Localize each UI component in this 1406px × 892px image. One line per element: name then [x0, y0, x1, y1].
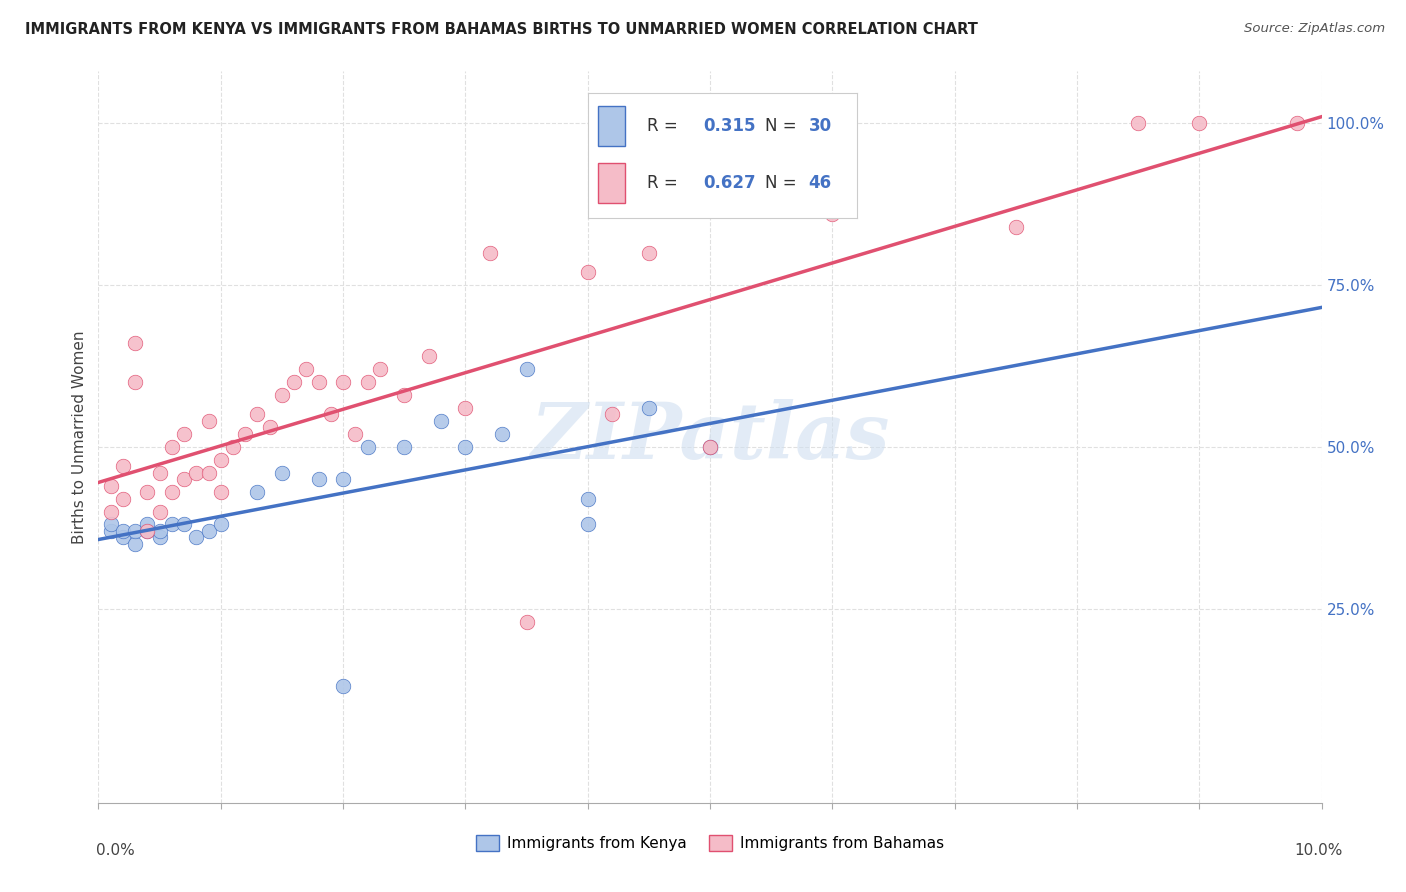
- Point: [160, 517, 183, 532]
- Point: [516, 615, 538, 629]
- Point: [173, 426, 195, 441]
- Point: [149, 530, 172, 544]
- Legend: Immigrants from Kenya, Immigrants from Bahamas: Immigrants from Kenya, Immigrants from B…: [470, 830, 950, 857]
- Point: [1188, 116, 1211, 130]
- Point: [136, 485, 159, 500]
- Point: [821, 207, 844, 221]
- Point: [259, 420, 281, 434]
- Point: [1004, 219, 1026, 234]
- Point: [209, 452, 232, 467]
- Point: [197, 414, 219, 428]
- Point: [233, 426, 256, 441]
- Point: [308, 472, 330, 486]
- Point: [222, 440, 245, 454]
- Point: [516, 362, 538, 376]
- Point: [392, 440, 416, 454]
- Point: [454, 440, 477, 454]
- Point: [100, 517, 122, 532]
- Point: [124, 537, 146, 551]
- Point: [209, 485, 232, 500]
- Point: [332, 375, 354, 389]
- Point: [149, 466, 172, 480]
- Y-axis label: Births to Unmarried Women: Births to Unmarried Women: [72, 330, 87, 544]
- Point: [160, 485, 183, 500]
- Text: 0.0%: 0.0%: [96, 843, 135, 858]
- Point: [100, 504, 122, 518]
- Point: [699, 440, 721, 454]
- Point: [124, 524, 146, 538]
- Point: [124, 336, 146, 351]
- Point: [100, 478, 122, 492]
- Point: [491, 426, 513, 441]
- Point: [100, 524, 122, 538]
- Point: [1286, 116, 1309, 130]
- Text: 10.0%: 10.0%: [1295, 843, 1343, 858]
- Point: [197, 524, 219, 538]
- Point: [136, 517, 159, 532]
- Point: [356, 375, 378, 389]
- Point: [392, 388, 416, 402]
- Point: [600, 408, 623, 422]
- Point: [111, 530, 134, 544]
- Point: [111, 491, 134, 506]
- Point: [136, 524, 159, 538]
- Point: [332, 472, 354, 486]
- Point: [418, 349, 440, 363]
- Point: [478, 245, 501, 260]
- Point: [356, 440, 378, 454]
- Point: [637, 401, 661, 415]
- Point: [186, 466, 208, 480]
- Point: [295, 362, 318, 376]
- Point: [270, 466, 292, 480]
- Point: [699, 440, 721, 454]
- Text: IMMIGRANTS FROM KENYA VS IMMIGRANTS FROM BAHAMAS BIRTHS TO UNMARRIED WOMEN CORRE: IMMIGRANTS FROM KENYA VS IMMIGRANTS FROM…: [25, 22, 979, 37]
- Point: [173, 472, 195, 486]
- Point: [173, 517, 195, 532]
- Point: [160, 440, 183, 454]
- Point: [186, 530, 208, 544]
- Point: [319, 408, 342, 422]
- Point: [308, 375, 330, 389]
- Point: [270, 388, 292, 402]
- Point: [246, 408, 269, 422]
- Point: [246, 485, 269, 500]
- Point: [197, 466, 219, 480]
- Point: [124, 375, 146, 389]
- Point: [136, 524, 159, 538]
- Point: [1128, 116, 1150, 130]
- Point: [576, 517, 599, 532]
- Point: [283, 375, 305, 389]
- Point: [368, 362, 391, 376]
- Point: [209, 517, 232, 532]
- Point: [111, 524, 134, 538]
- Point: [454, 401, 477, 415]
- Point: [576, 491, 599, 506]
- Point: [576, 265, 599, 279]
- Point: [149, 504, 172, 518]
- Text: Source: ZipAtlas.com: Source: ZipAtlas.com: [1244, 22, 1385, 36]
- Text: ZIPatlas: ZIPatlas: [530, 399, 890, 475]
- Point: [332, 679, 354, 693]
- Point: [637, 245, 661, 260]
- Point: [430, 414, 453, 428]
- Point: [149, 524, 172, 538]
- Point: [344, 426, 367, 441]
- Point: [111, 459, 134, 474]
